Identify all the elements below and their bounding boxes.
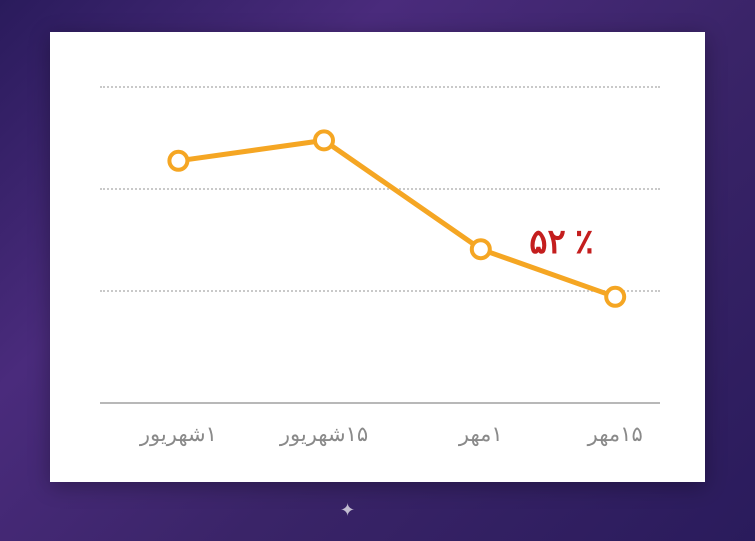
- decorative-sparkle: ✦: [340, 500, 355, 521]
- x-axis-labels: ۱شهریور ۱۵شهریور ۱مهر ۱۵مهر: [100, 422, 660, 452]
- chart-card: ٪ ۵۲ ۱شهریور ۱۵شهریور ۱مهر ۱۵مهر: [50, 32, 705, 482]
- chart-marker: [169, 152, 187, 170]
- x-axis-label: ۱مهر: [459, 422, 503, 447]
- x-axis-label: ۱شهریور: [140, 422, 217, 447]
- x-axis-line: [100, 402, 660, 404]
- chart-annotation: ٪ ۵۲: [529, 222, 593, 262]
- chart-plot-area: ٪ ۵۲: [100, 52, 660, 392]
- x-axis-label: ۱۵شهریور: [280, 422, 368, 447]
- chart-line: [178, 140, 615, 296]
- chart-marker: [472, 240, 490, 258]
- chart-marker: [315, 131, 333, 149]
- x-axis-label: ۱۵مهر: [588, 422, 643, 447]
- chart-marker: [606, 288, 624, 306]
